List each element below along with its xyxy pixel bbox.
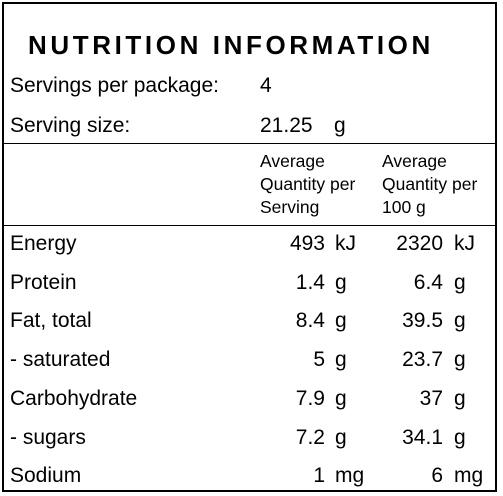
- serving-size-label: Serving size:: [10, 114, 131, 137]
- serving-unit: g: [335, 425, 347, 449]
- per100-unit: kJ: [454, 232, 475, 255]
- panel-title: NUTRITION INFORMATION: [28, 30, 434, 60]
- serving-value: 493: [289, 232, 325, 255]
- serving-unit: kJ: [335, 232, 356, 255]
- serving-value: 1.4: [295, 270, 325, 294]
- nutrient-name: Energy: [10, 232, 77, 255]
- per100-value: 34.1: [402, 425, 443, 449]
- serving-unit: g: [335, 270, 347, 294]
- per100-unit: g: [454, 425, 466, 449]
- serving-value: 8.4: [295, 309, 325, 333]
- divider-header: [4, 143, 495, 144]
- servings-per-package-label: Servings per package:: [10, 74, 219, 97]
- serving-unit: g: [335, 348, 347, 372]
- serving-value: 5: [313, 348, 325, 372]
- serving-size-unit: g: [334, 114, 346, 137]
- nutrition-panel: NUTRITION INFORMATION Servings per packa…: [2, 2, 497, 492]
- per100-value: 23.7: [402, 348, 443, 372]
- per100-value: 6.4: [413, 270, 443, 294]
- serving-unit: g: [335, 386, 347, 410]
- nutrient-name: - sugars: [10, 425, 86, 449]
- serving-value: 1: [313, 464, 325, 488]
- nutrient-name: Fat, total: [10, 309, 92, 333]
- nutrient-name: Sodium: [10, 464, 82, 488]
- per100-unit: g: [454, 270, 466, 294]
- divider-rows: [4, 225, 495, 226]
- per100-value: 39.5: [402, 309, 443, 333]
- nutrient-name: Protein: [10, 270, 77, 294]
- per100-value: 37: [419, 386, 443, 410]
- col-header-per-100g: Average Quantity per 100 g: [382, 151, 478, 217]
- serving-value: 7.9: [295, 386, 325, 410]
- serving-unit: mg: [335, 464, 365, 488]
- servings-per-package-value: 4: [260, 74, 272, 97]
- serving-unit: g: [335, 309, 347, 333]
- col-header-per-serving: Average Quantity per Serving: [260, 151, 356, 217]
- nutrient-name: - saturated: [10, 348, 111, 372]
- per100-unit: g: [454, 386, 466, 410]
- per100-unit: mg: [454, 464, 484, 488]
- per100-value: 6: [431, 464, 443, 488]
- nutrient-name: Carbohydrate: [10, 386, 138, 410]
- per100-unit: g: [454, 348, 466, 372]
- per100-value: 2320: [396, 232, 443, 255]
- serving-size-value: 21.25: [260, 114, 313, 137]
- serving-value: 7.2: [295, 425, 325, 449]
- per100-unit: g: [454, 309, 466, 333]
